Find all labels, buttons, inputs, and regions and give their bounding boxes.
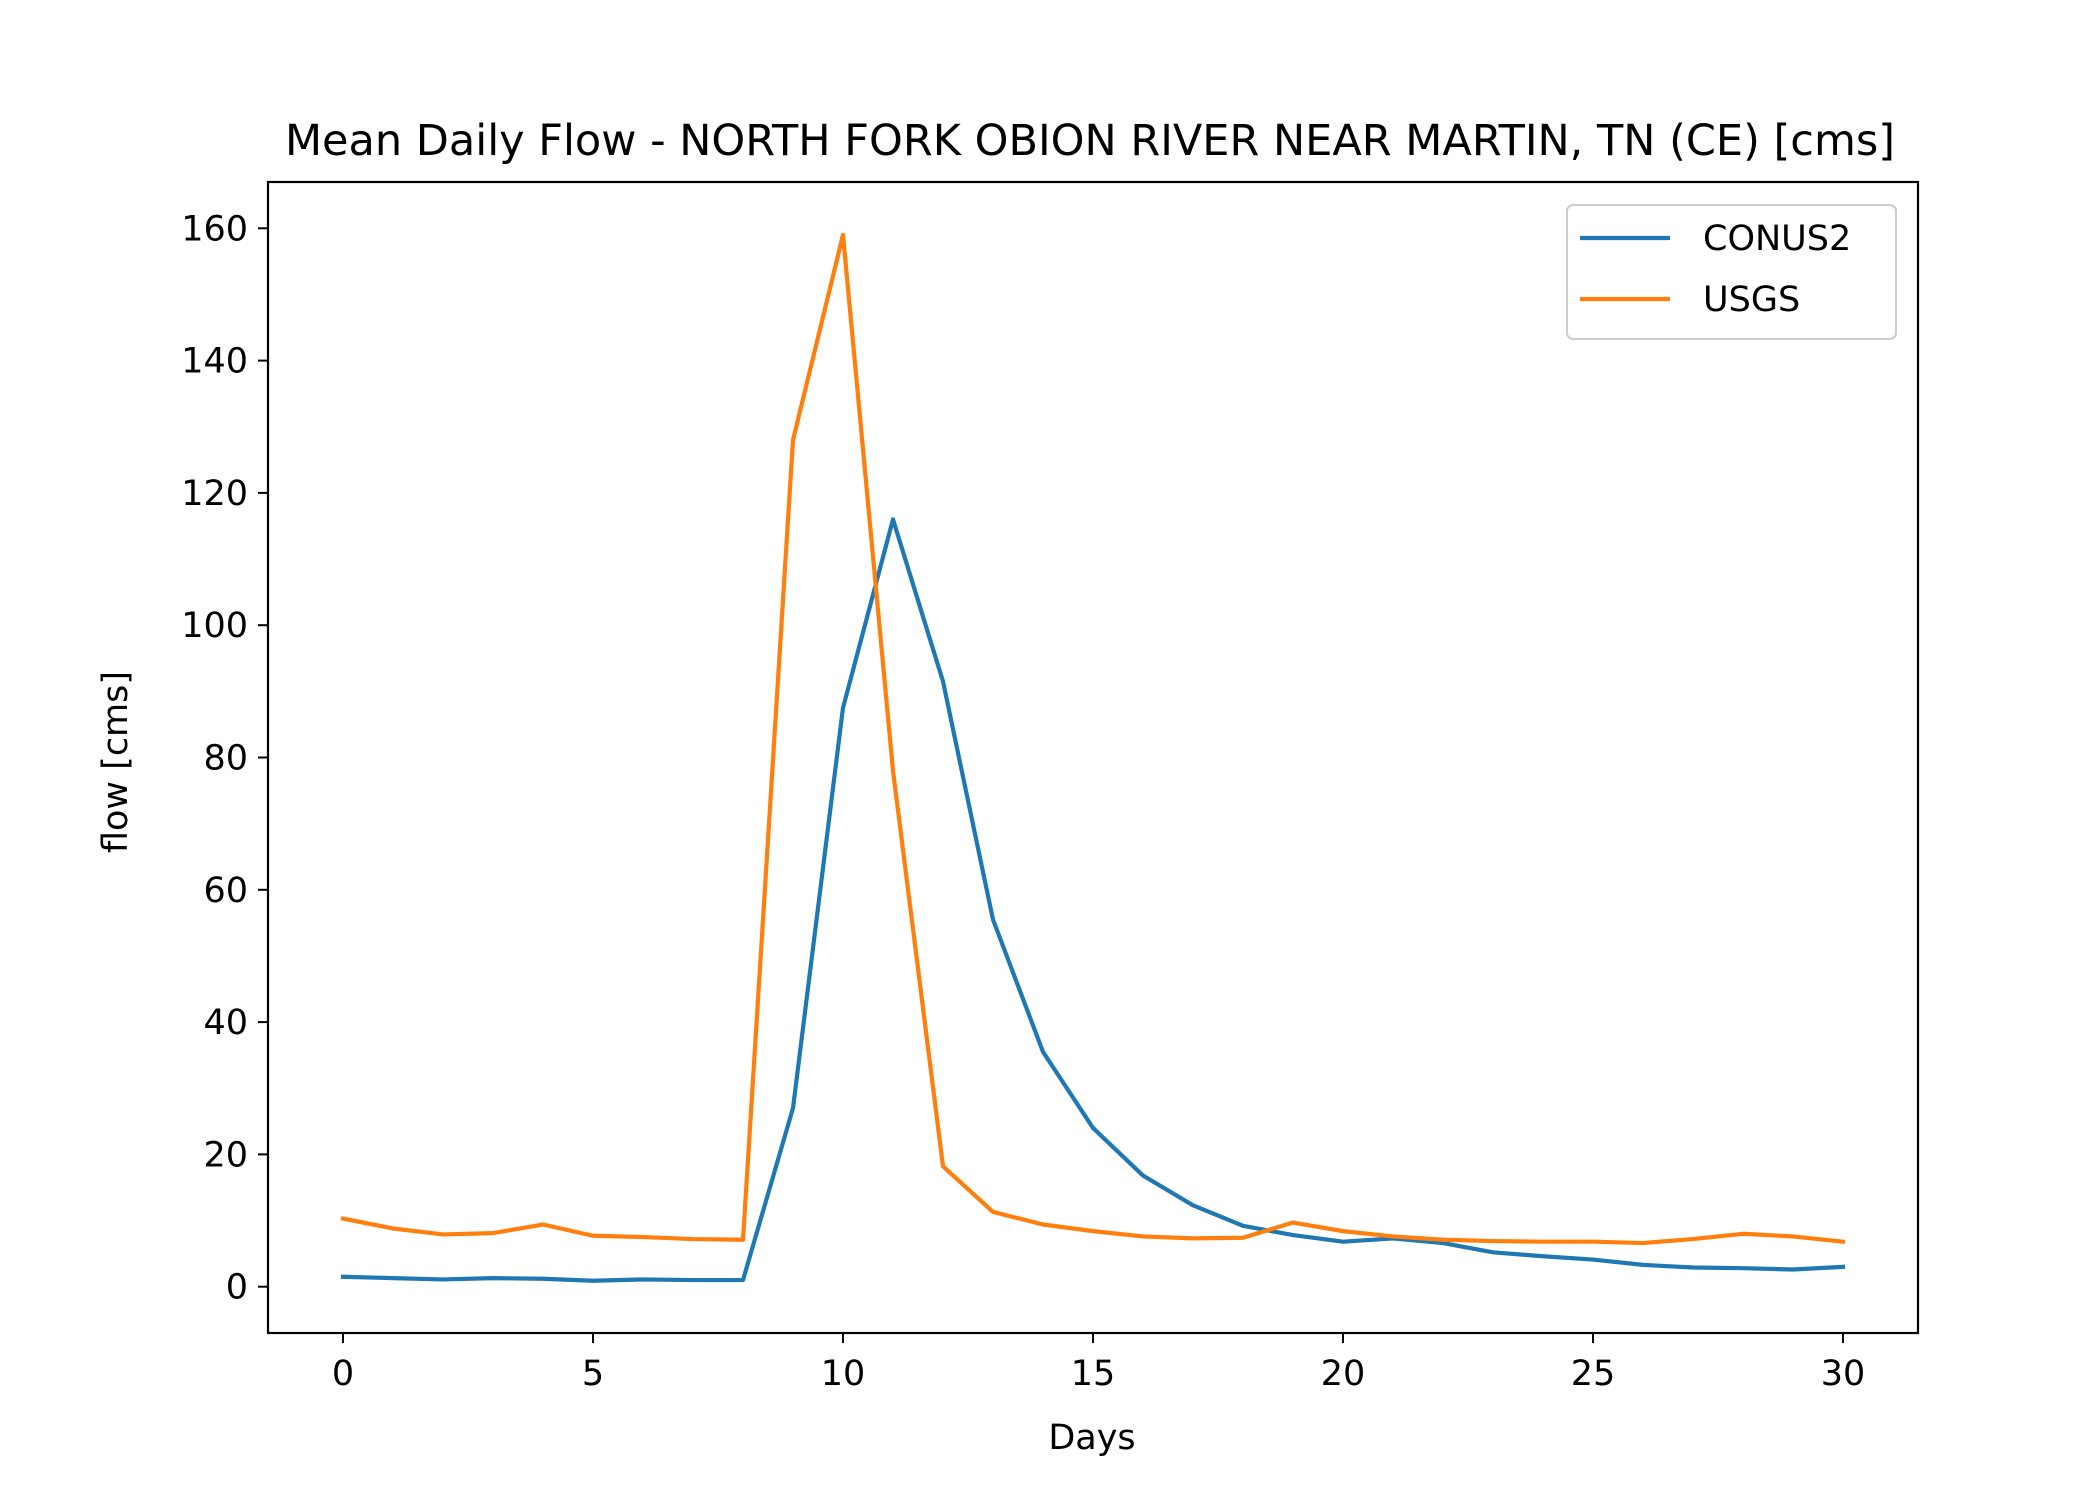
y-tick-label: 0 (226, 1268, 248, 1308)
y-tick-label: 160 (181, 209, 248, 249)
x-tick-label: 5 (582, 1354, 604, 1394)
x-tick-label: 0 (332, 1354, 354, 1394)
y-tick-label: 20 (203, 1135, 248, 1175)
x-tick-label: 20 (1321, 1354, 1366, 1394)
legend-items: CONUS2 USGS (1580, 219, 1851, 320)
y-tick-label: 100 (181, 606, 248, 646)
x-axis-label: Days (1048, 1418, 1135, 1458)
chart-title: Mean Daily Flow - NORTH FORK OBION RIVER… (285, 116, 1895, 166)
y-axis: 0 20 40 60 80 100 120 140 160 (181, 209, 268, 1308)
x-tick-label: 10 (821, 1354, 866, 1394)
y-tick-label: 40 (203, 1003, 248, 1043)
legend-label-conus2: CONUS2 (1703, 219, 1851, 259)
series-line-conus2 (340, 517, 1846, 1283)
x-axis: 0 5 10 15 20 25 30 (332, 1333, 1865, 1394)
legend-label-usgs: USGS (1703, 280, 1800, 320)
y-tick-label: 120 (181, 474, 248, 514)
series-layer (340, 232, 1846, 1283)
y-tick-label: 60 (203, 871, 248, 911)
x-tick-label: 30 (1821, 1354, 1866, 1394)
x-tick-label: 15 (1071, 1354, 1116, 1394)
legend: CONUS2 USGS (1566, 204, 1897, 340)
y-tick-label: 80 (203, 739, 248, 779)
y-tick-label: 140 (181, 342, 248, 382)
series-line-usgs (340, 232, 1846, 1246)
x-tick-label: 25 (1571, 1354, 1616, 1394)
y-axis-label: flow [cms] (96, 671, 136, 853)
